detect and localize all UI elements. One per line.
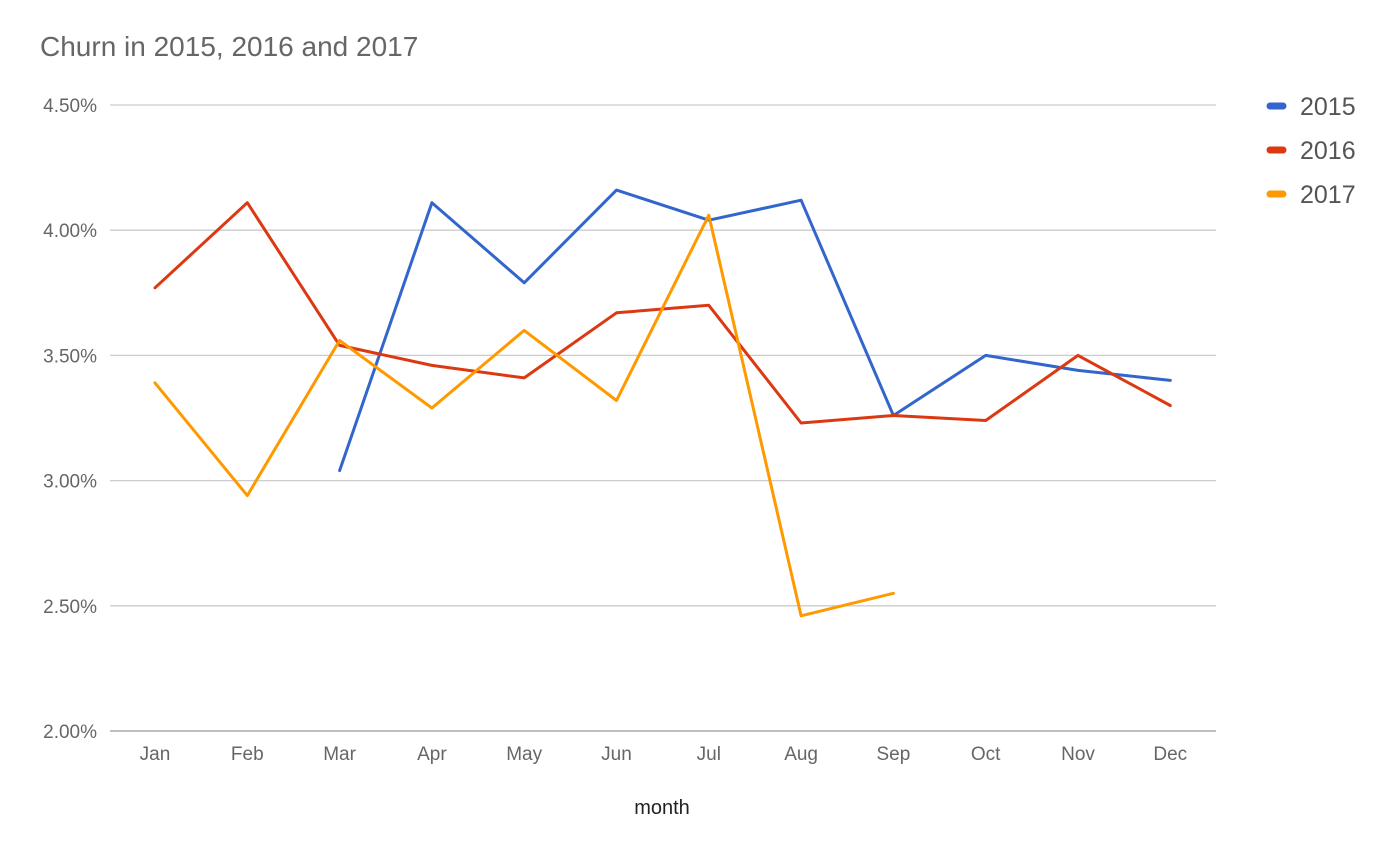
x-tick-label: Jan xyxy=(140,744,171,765)
x-tick-label: Jun xyxy=(601,744,632,765)
x-axis-title: month xyxy=(634,797,690,819)
x-tick-label: Nov xyxy=(1061,744,1095,765)
legend-label: 2015 xyxy=(1300,93,1356,121)
y-tick-label: 2.50% xyxy=(43,597,97,618)
series-line-2015 xyxy=(338,188,1172,473)
legend-label: 2017 xyxy=(1300,181,1356,209)
x-tick-label: Feb xyxy=(231,744,264,765)
x-tick-label: Aug xyxy=(784,744,818,765)
x-tick-label: Apr xyxy=(417,744,447,765)
y-tick-label: 3.50% xyxy=(43,346,97,367)
x-tick-label: Oct xyxy=(971,744,1001,765)
y-axis-ticks: 2.00% 2.50% 3.00% 3.50% 4.00% 4.50% xyxy=(43,96,97,743)
y-tick-label: 2.00% xyxy=(43,722,97,743)
y-tick-label: 4.00% xyxy=(43,221,97,242)
x-tick-label: May xyxy=(506,744,542,765)
series-line-2016 xyxy=(153,201,1172,425)
x-axis-ticks: Jan Feb Mar Apr May Jun Jul Aug Sep Oct Nov Dec xyxy=(140,744,1188,765)
x-tick-label: Dec xyxy=(1153,744,1187,765)
series-lines xyxy=(153,188,1172,618)
series-line-2017 xyxy=(153,213,895,618)
y-tick-label: 4.50% xyxy=(43,96,97,117)
x-tick-label: Sep xyxy=(876,744,910,765)
y-tick-label: 3.00% xyxy=(43,472,97,493)
x-tick-label: Mar xyxy=(323,744,356,765)
gridlines xyxy=(110,104,1216,732)
legend-label: 2016 xyxy=(1300,137,1356,165)
chart-title: Churn in 2015, 2016 and 2017 xyxy=(40,31,419,62)
legend: 2015 2016 2017 xyxy=(1266,93,1356,209)
x-tick-label: Jul xyxy=(697,744,721,765)
